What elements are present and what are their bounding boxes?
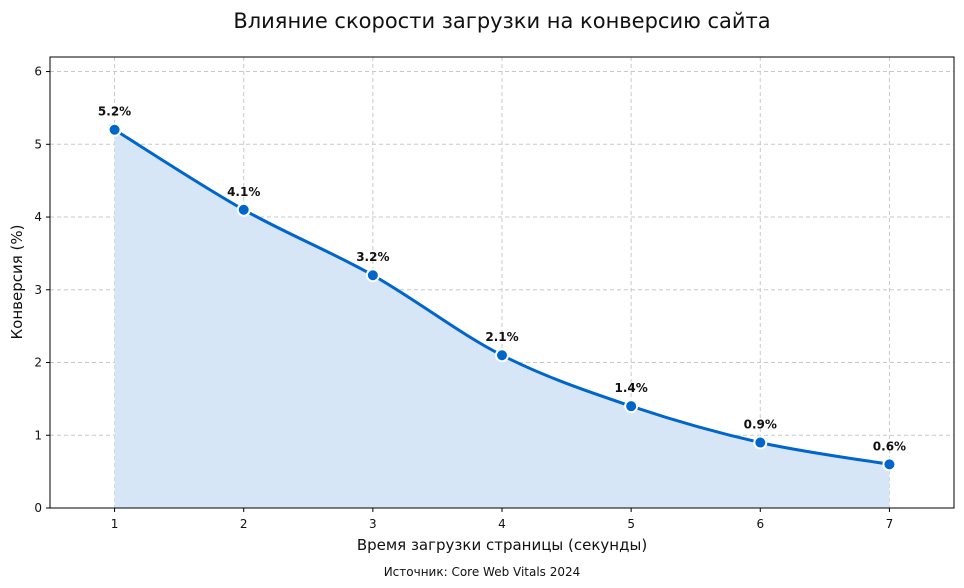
data-label: 0.6% xyxy=(873,439,906,453)
data-label: 2.1% xyxy=(485,330,518,344)
y-tick-label: 4 xyxy=(34,210,42,224)
x-tick-label: 7 xyxy=(886,517,894,531)
data-point xyxy=(624,399,639,414)
x-tick-label: 5 xyxy=(627,517,635,531)
data-point xyxy=(365,268,380,283)
x-tick-label: 6 xyxy=(756,517,764,531)
y-tick-label: 6 xyxy=(34,65,42,79)
x-axis-label: Время загрузки страницы (секунды) xyxy=(357,536,647,554)
x-tick-label: 2 xyxy=(240,517,248,531)
data-label: 4.1% xyxy=(227,185,260,199)
data-label: 5.2% xyxy=(98,105,131,119)
source-note: Источник: Core Web Vitals 2024 xyxy=(384,565,581,579)
y-tick-label: 3 xyxy=(34,283,42,297)
y-tick-label: 5 xyxy=(34,137,42,151)
data-labels: 5.2% 4.1% 3.2% 2.1% 1.4% 0.9% 0.6% xyxy=(98,105,906,454)
data-point xyxy=(753,435,768,450)
data-point xyxy=(236,202,251,217)
data-label: 1.4% xyxy=(615,381,648,395)
y-tick-label: 2 xyxy=(34,356,42,370)
y-tick-label: 0 xyxy=(34,501,42,515)
y-axis-label: Конверсия (%) xyxy=(8,225,26,340)
x-tick-label: 3 xyxy=(369,517,377,531)
data-label: 3.2% xyxy=(356,250,389,264)
data-point xyxy=(107,122,122,137)
x-tick-label: 1 xyxy=(111,517,119,531)
data-label: 0.9% xyxy=(744,418,777,432)
area-fill xyxy=(114,129,890,508)
chart-title: Влияние скорости загрузки на конверсию с… xyxy=(233,9,770,33)
y-ticks: 0 1 2 3 4 5 6 xyxy=(34,65,50,515)
y-tick-label: 1 xyxy=(34,428,42,442)
x-tick-label: 4 xyxy=(498,517,506,531)
data-point xyxy=(495,348,509,363)
markers xyxy=(107,122,897,472)
data-point xyxy=(882,457,897,472)
plot-frame xyxy=(49,56,955,509)
x-ticks: 1 2 3 4 5 6 7 xyxy=(111,508,893,531)
